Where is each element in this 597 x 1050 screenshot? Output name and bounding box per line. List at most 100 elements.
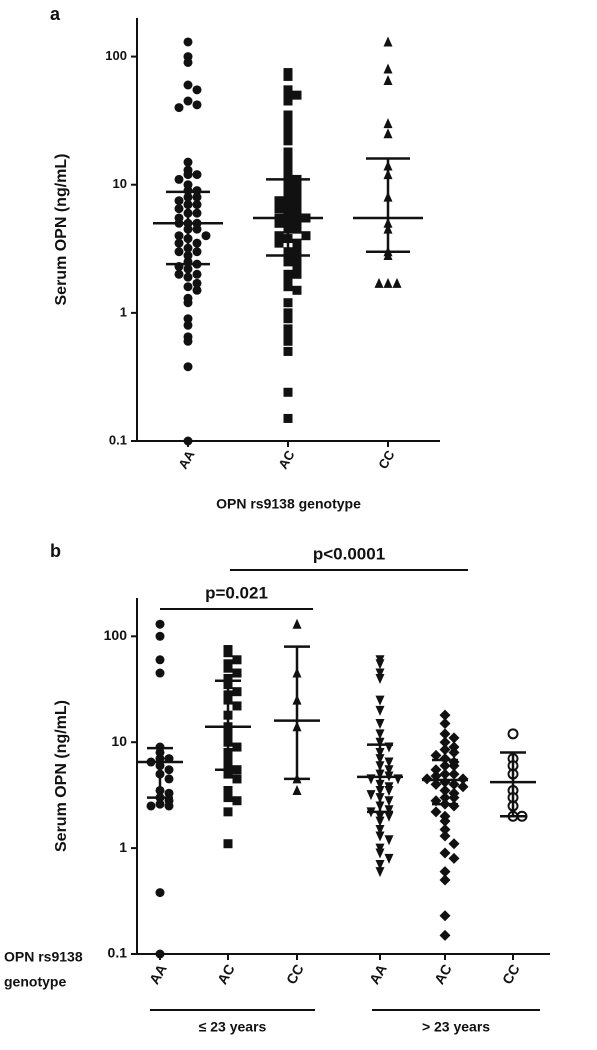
data-point (274, 231, 284, 241)
x-tick-label: AA (175, 447, 198, 471)
data-point (223, 663, 233, 673)
data-point (375, 848, 385, 859)
data-point (383, 118, 393, 129)
data-point (274, 238, 284, 248)
data-point (283, 336, 293, 346)
data-point (183, 80, 193, 90)
data-point (292, 192, 302, 202)
data-point (439, 736, 451, 748)
data-point (439, 929, 451, 941)
data-point (232, 701, 242, 711)
data-point (292, 200, 302, 210)
data-point (283, 129, 293, 139)
data-point (292, 262, 302, 272)
data-point (439, 866, 451, 878)
data-point (375, 659, 385, 670)
data-point (283, 257, 293, 267)
data-point (507, 728, 519, 740)
data-point (283, 314, 293, 324)
y-tick-label: 100 (105, 48, 127, 63)
data-point (292, 269, 302, 279)
data-point (383, 250, 393, 261)
data-point (164, 801, 174, 811)
data-point (283, 387, 293, 397)
data-point (274, 218, 284, 228)
data-point (283, 110, 293, 120)
panel-label: b (50, 541, 61, 561)
data-point (174, 231, 184, 241)
data-point (192, 208, 202, 218)
data-point (283, 161, 293, 171)
data-point (201, 231, 211, 241)
data-point (164, 788, 174, 798)
data-point (374, 277, 384, 288)
data-point (292, 90, 302, 100)
data-point (183, 282, 193, 292)
y-axis-label: Serum OPN (ng/mL) (53, 153, 70, 305)
data-point (223, 769, 233, 779)
data-point (448, 746, 460, 758)
data-point (448, 778, 460, 790)
significance-label: p=0.021 (205, 583, 268, 602)
data-point (192, 278, 202, 288)
data-point (439, 728, 451, 740)
data-point (457, 781, 469, 793)
data-point (375, 737, 385, 748)
data-point (384, 853, 394, 864)
data-point (283, 275, 293, 285)
data-point (448, 768, 460, 780)
data-point (283, 88, 293, 98)
data-point (292, 218, 302, 228)
data-point (183, 96, 193, 106)
data-point (283, 413, 293, 423)
data-point (375, 695, 385, 706)
data-point (430, 778, 442, 790)
x-axis-label: OPN rs9138 genotype (216, 496, 361, 512)
data-point (232, 796, 242, 806)
data-point (383, 36, 393, 47)
data-point (384, 796, 394, 807)
data-point (164, 774, 174, 784)
x-tick-label: AA (146, 961, 170, 987)
data-point (223, 807, 233, 817)
data-point (292, 784, 302, 795)
data-point (192, 85, 202, 95)
data-point (430, 764, 442, 776)
y-tick-label: 0.1 (109, 432, 127, 447)
data-point (183, 298, 193, 308)
data-point (439, 910, 451, 922)
data-point (292, 186, 302, 196)
data-point (274, 196, 284, 206)
data-point (448, 760, 460, 772)
data-point (430, 749, 442, 761)
data-point (192, 100, 202, 110)
data-point (283, 269, 293, 279)
data-point (192, 192, 202, 202)
data-point (375, 867, 385, 878)
data-point (192, 285, 202, 295)
data-point (383, 63, 393, 74)
data-point (383, 75, 393, 86)
data-point (192, 200, 202, 210)
data-point (439, 874, 451, 886)
x-tick-label: AA (366, 961, 390, 987)
group-label: > 23 years (422, 1019, 490, 1035)
data-point (183, 436, 193, 446)
x-axis-label: genotype (4, 974, 66, 990)
data-point (192, 247, 202, 257)
data-point (375, 824, 385, 835)
data-point (155, 799, 165, 809)
data-point (430, 806, 442, 818)
data-point (174, 247, 184, 257)
data-point (192, 238, 202, 248)
data-point (384, 811, 394, 822)
data-point (223, 673, 233, 683)
data-point (183, 264, 193, 274)
group-label: ≤ 23 years (199, 1019, 267, 1035)
data-point (155, 949, 165, 959)
data-point (292, 180, 302, 190)
data-point (292, 238, 302, 248)
data-point (283, 308, 293, 318)
data-point (283, 147, 293, 157)
